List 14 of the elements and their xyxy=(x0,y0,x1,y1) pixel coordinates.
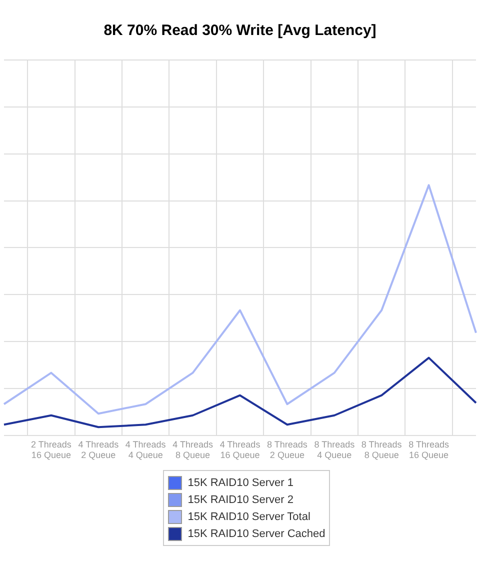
x-tick-label: 8 Threads 4 Queue xyxy=(314,439,356,460)
x-tick-label: 4 Threads 4 Queue xyxy=(125,439,166,460)
legend-label: 15K RAID10 Server Cached xyxy=(188,528,326,540)
legend-label: 15K RAID10 Server 2 xyxy=(188,494,294,506)
chart-title: 8K 70% Read 30% Write [Avg Latency] xyxy=(104,22,376,40)
x-tick-label: 4 Threads 8 Queue xyxy=(172,439,214,460)
legend-label: 15K RAID10 Server Total xyxy=(188,510,310,522)
x-tick-label: 2 Threads 16 Queue xyxy=(31,439,72,460)
x-tick-label: 8 Threads 2 Queue xyxy=(267,439,308,460)
x-tick-label: 4 Threads 2 Queue xyxy=(78,439,120,460)
x-tick-label: 8 Threads 8 Queue xyxy=(361,439,402,460)
x-tick-label: 4 Threads 16 Queue xyxy=(220,439,261,460)
legend-label: 15K RAID10 Server 1 xyxy=(188,476,294,488)
x-tick-label: 8 Threads 16 Queue xyxy=(408,439,450,460)
